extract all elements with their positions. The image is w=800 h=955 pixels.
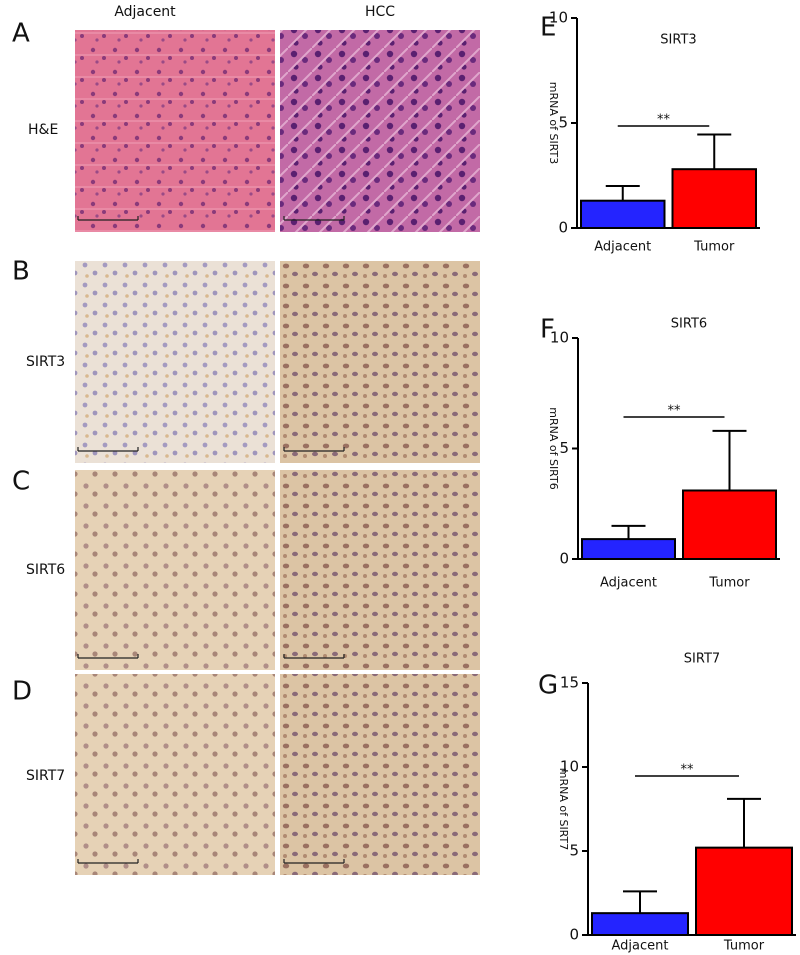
chart-title: SIRT6 [671,317,707,332]
panel-letter: F [540,315,555,345]
column-header: Adjacent [114,4,176,20]
column-header: HCC [365,4,395,20]
bar [580,199,666,229]
x-tick-label: Adjacent [594,240,651,255]
significance-label: ** [668,404,682,419]
row-label: SIRT3 [26,354,65,370]
row-label: SIRT6 [26,562,65,578]
micrograph [75,30,275,232]
bar [695,846,793,937]
micrograph [75,261,275,463]
bar [591,912,689,936]
micrograph [280,30,480,232]
y-tick-label: 10 [550,329,569,347]
chart-title: SIRT3 [660,33,696,48]
y-tick-label: 0 [558,219,568,237]
x-tick-label: Tumor [693,240,735,255]
y-tick-label: 5 [569,842,579,860]
y-axis-label: mRNA of SIRT3 [547,82,560,165]
y-tick-label: 10 [560,758,579,776]
panel-letter: D [12,677,32,707]
panel-letter: G [538,671,558,701]
chart-title: SIRT7 [684,652,720,667]
micrograph [75,674,275,875]
x-tick-label: Tumor [708,576,750,591]
y-axis-label: mRNA of SIRT7 [557,768,570,851]
micrograph [75,470,275,670]
x-tick-label: Tumor [723,939,765,954]
scale-bars [77,216,345,864]
bar [671,168,757,229]
row-label: H&E [28,122,58,138]
significance-label: ** [681,763,695,778]
panel-letter: C [12,467,30,497]
significance-label: ** [657,113,671,128]
y-tick-label: 10 [549,9,568,27]
panel-letter: A [12,19,30,49]
panel-letter: E [540,13,556,43]
y-tick-label: 5 [558,114,568,132]
y-tick-label: 0 [559,550,569,568]
y-tick-label: 5 [559,439,569,457]
micrograph [280,674,480,875]
micrograph [280,261,480,463]
micrograph [280,470,480,670]
x-tick-label: Adjacent [600,576,657,591]
row-label: SIRT7 [26,768,65,784]
panel-letter: B [12,257,30,287]
x-tick-label: Adjacent [612,939,669,954]
y-tick-label: 15 [560,674,579,692]
bar [581,538,676,560]
bar [682,489,777,560]
y-axis-label: mRNA of SIRT6 [547,407,560,490]
y-tick-label: 0 [569,926,579,944]
